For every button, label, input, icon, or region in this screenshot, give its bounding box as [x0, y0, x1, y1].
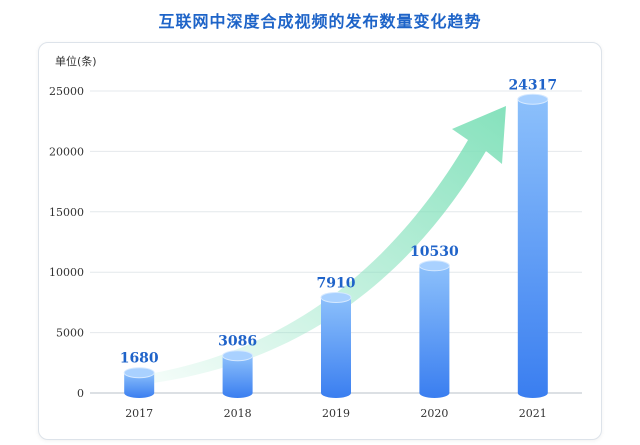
- chart-title: 互联网中深度合成视频的发布数量变化趋势: [158, 12, 482, 31]
- data-label: 1680: [120, 351, 159, 367]
- bar-top-cap: [123, 367, 155, 379]
- y-tick-label: 5000: [56, 327, 84, 340]
- bar: [419, 265, 450, 398]
- data-label: 10530: [410, 244, 459, 260]
- data-label: 24317: [508, 77, 557, 93]
- x-tick-label: 2018: [224, 407, 252, 420]
- bar: [517, 99, 548, 398]
- trend-arrow: [128, 106, 506, 386]
- bar-top-cap: [222, 350, 254, 362]
- y-tick-label: 20000: [49, 145, 84, 158]
- bar-top-cap: [517, 93, 549, 105]
- bar-top-cap: [418, 260, 450, 272]
- data-label: 7910: [317, 275, 356, 291]
- bar-top-cap: [320, 291, 352, 303]
- x-tick-label: 2017: [125, 407, 153, 420]
- x-tick-label: 2021: [519, 407, 547, 420]
- x-tick-label: 2020: [420, 407, 448, 420]
- data-label: 3086: [218, 334, 257, 350]
- x-tick-label: 2019: [322, 407, 350, 420]
- bar: [222, 355, 253, 398]
- y-tick-label: 0: [77, 387, 84, 400]
- y-tick-label: 15000: [49, 206, 84, 219]
- bar: [124, 372, 155, 398]
- y-unit-label: 单位(条): [55, 55, 97, 68]
- y-tick-label: 25000: [49, 85, 84, 98]
- y-tick-label: 10000: [49, 266, 84, 279]
- bar: [321, 297, 351, 398]
